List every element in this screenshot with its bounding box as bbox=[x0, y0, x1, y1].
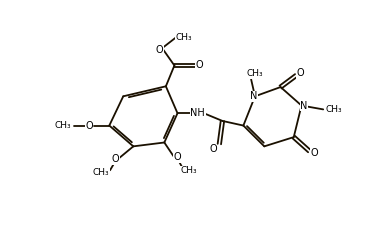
Text: CH₃: CH₃ bbox=[55, 121, 71, 130]
Text: N: N bbox=[300, 101, 307, 110]
Text: N: N bbox=[250, 91, 257, 101]
Text: CH₃: CH₃ bbox=[175, 33, 192, 42]
Text: O: O bbox=[310, 148, 318, 158]
Text: CH₃: CH₃ bbox=[247, 70, 263, 79]
Text: CH₃: CH₃ bbox=[93, 168, 109, 177]
Text: CH₃: CH₃ bbox=[181, 166, 197, 176]
Text: NH: NH bbox=[190, 108, 205, 118]
Text: O: O bbox=[112, 154, 119, 164]
Text: O: O bbox=[174, 152, 181, 162]
Text: O: O bbox=[156, 45, 164, 55]
Text: O: O bbox=[297, 68, 305, 78]
Text: O: O bbox=[209, 144, 217, 154]
Text: O: O bbox=[85, 121, 93, 130]
Text: CH₃: CH₃ bbox=[326, 105, 342, 114]
Text: O: O bbox=[195, 61, 203, 70]
